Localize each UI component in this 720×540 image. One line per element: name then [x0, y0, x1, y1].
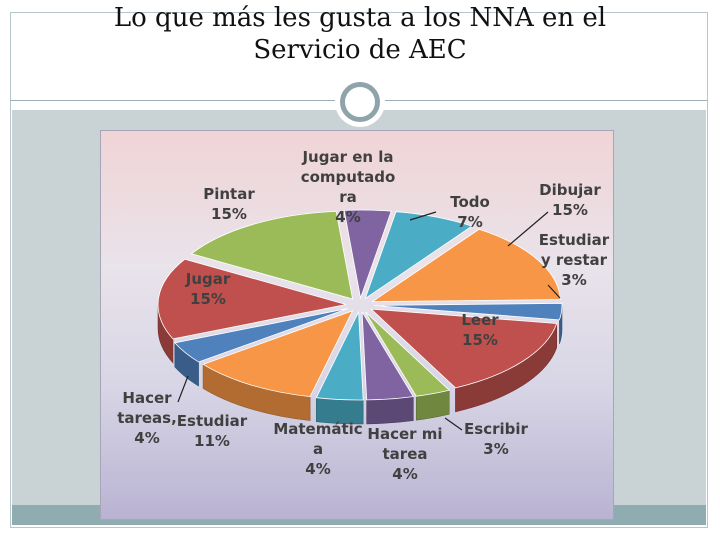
leader-line [409, 211, 437, 221]
leader-line [177, 375, 189, 403]
slice-label: Hacer tareas, 4% [117, 389, 177, 447]
pie-slice [364, 211, 473, 300]
pie-side-layer [157, 304, 563, 425]
slice-label: Escribir 3% [464, 420, 528, 458]
title-line-2: Servicio de AEC [253, 35, 467, 65]
pie-slice-side [366, 396, 414, 425]
slice-label: Jugar 15% [185, 270, 231, 308]
slice-labels: Jugar en la computado ra 4% Todo 7% Dibujar 15%… [117, 148, 610, 483]
slice-label: Pintar 15% [203, 185, 255, 223]
slide-title: Lo que más les gusta a los NNA en el Ser… [0, 2, 720, 66]
ring-ornament-icon [340, 82, 380, 122]
slice-label: Estudiar 11% [177, 412, 248, 450]
pie-slice [373, 302, 563, 321]
pie-slice [343, 209, 392, 300]
leader-line [547, 284, 561, 299]
leader-line [444, 417, 463, 431]
slice-label: Jugar en la computado ra 4% [301, 148, 396, 226]
slice-label: Matemátic a 4% [273, 420, 362, 478]
slice-label: Dibujar 15% [539, 181, 601, 219]
pie-slice [315, 310, 364, 401]
leader-line [507, 211, 549, 247]
slice-label: Leer 15% [461, 311, 499, 349]
pie-slice [157, 258, 347, 340]
title-line-1: Lo que más les gusta a los NNA en el [113, 3, 607, 33]
pie-slice [361, 311, 414, 401]
pie-top-layer [157, 209, 563, 401]
pie-slice [364, 311, 451, 397]
slice-label: Hacer mi tarea 4% [367, 425, 442, 483]
pie-slice [174, 308, 349, 363]
pie-slice [370, 308, 558, 389]
slice-label: Todo 7% [450, 193, 490, 231]
pie-slice [190, 210, 354, 300]
slide-frame [10, 12, 708, 528]
pie-slice [202, 310, 354, 398]
slice-label: Estudiar y restar 3% [539, 231, 610, 289]
pie-slice [370, 228, 561, 303]
